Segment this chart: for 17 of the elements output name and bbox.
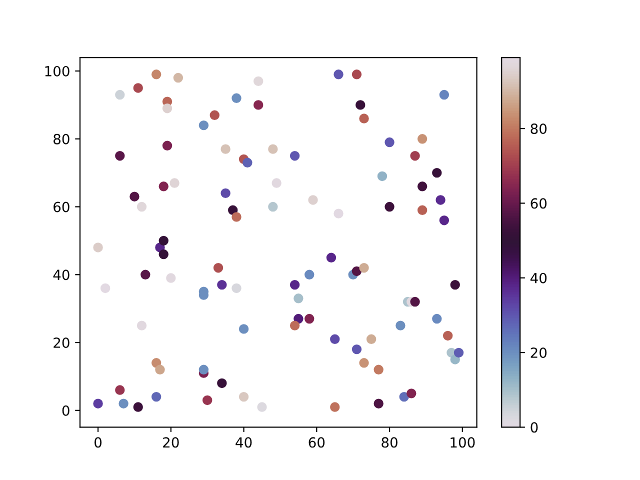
y-tick-label: 40 xyxy=(53,270,70,280)
x-tick-label: 100 xyxy=(450,437,475,448)
y-tick-label: 20 xyxy=(54,337,70,348)
x-tick-label: 40 xyxy=(236,437,252,448)
y-tick-label: 60 xyxy=(54,202,70,212)
color-bar-label: 0 xyxy=(530,422,538,433)
color-bar-label: 40 xyxy=(530,272,547,284)
x-tick-label: 20 xyxy=(163,437,179,448)
x-tick-label: 80 xyxy=(382,437,398,448)
color-bar-label: 80 xyxy=(530,124,547,134)
x-tick-label: 0 xyxy=(94,437,102,448)
y-tick-label: 80 xyxy=(54,134,70,144)
x-tick-label: 60 xyxy=(308,437,325,448)
color-bar-label: 60 xyxy=(530,198,547,209)
color-bar-label: 20 xyxy=(530,348,547,358)
y-tick-label: 100 xyxy=(45,66,70,76)
y-tick-label: 0 xyxy=(62,405,70,416)
